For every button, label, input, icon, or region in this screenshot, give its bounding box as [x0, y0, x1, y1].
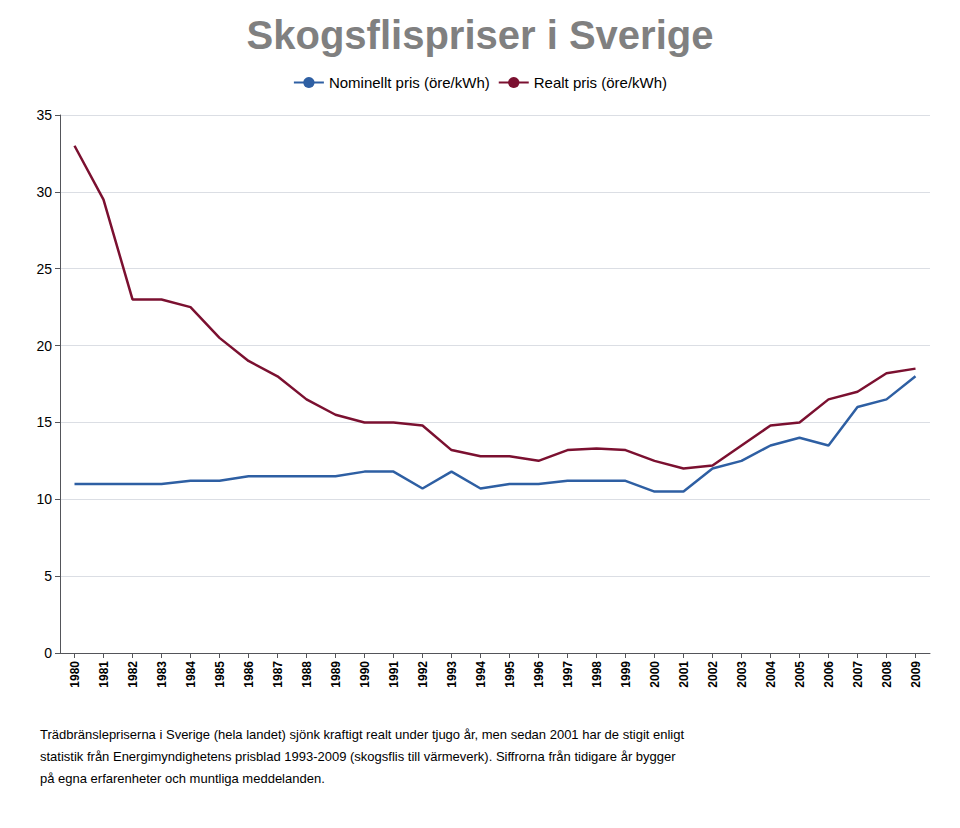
svg-text:2005: 2005: [793, 661, 807, 688]
svg-text:15: 15: [36, 414, 52, 430]
svg-text:2007: 2007: [851, 661, 865, 688]
svg-text:1986: 1986: [242, 661, 256, 688]
svg-text:1988: 1988: [300, 661, 314, 688]
svg-text:Nominellt pris (öre/kWh): Nominellt pris (öre/kWh): [329, 74, 490, 91]
svg-text:1990: 1990: [358, 661, 372, 688]
svg-text:1989: 1989: [329, 661, 343, 688]
svg-text:2001: 2001: [677, 661, 691, 688]
svg-text:2004: 2004: [764, 661, 778, 688]
svg-text:1995: 1995: [503, 661, 517, 688]
svg-text:1994: 1994: [474, 661, 488, 688]
svg-text:30: 30: [36, 184, 52, 200]
svg-text:1984: 1984: [184, 661, 198, 688]
svg-text:2008: 2008: [880, 661, 894, 688]
svg-text:1993: 1993: [445, 661, 459, 688]
svg-text:5: 5: [44, 568, 52, 584]
svg-text:1997: 1997: [561, 661, 575, 688]
svg-text:2002: 2002: [706, 661, 720, 688]
svg-text:25: 25: [36, 261, 52, 277]
svg-text:20: 20: [36, 338, 52, 354]
svg-text:Realt pris (öre/kWh): Realt pris (öre/kWh): [534, 74, 667, 91]
svg-text:2006: 2006: [822, 661, 836, 688]
svg-text:1983: 1983: [155, 661, 169, 688]
svg-text:statistik från Energimyndighet: statistik från Energimyndighetens prisbl…: [40, 749, 676, 764]
svg-text:2009: 2009: [909, 661, 923, 688]
svg-text:2000: 2000: [648, 661, 662, 688]
svg-text:1985: 1985: [213, 661, 227, 688]
svg-text:1980: 1980: [68, 661, 82, 688]
svg-text:på egna erfarenheter och muntl: på egna erfarenheter och muntliga meddel…: [40, 771, 325, 786]
svg-text:0: 0: [44, 645, 52, 661]
svg-text:1999: 1999: [619, 661, 633, 688]
svg-text:35: 35: [36, 107, 52, 123]
svg-text:1987: 1987: [271, 661, 285, 688]
svg-text:Skogsflispriser i Sverige: Skogsflispriser i Sverige: [247, 13, 714, 57]
svg-text:1996: 1996: [532, 661, 546, 688]
svg-text:1981: 1981: [97, 661, 111, 688]
svg-text:Trädbränslepriserna i Sverige: Trädbränslepriserna i Sverige (hela land…: [40, 727, 684, 742]
svg-text:10: 10: [36, 491, 52, 507]
svg-text:1991: 1991: [387, 661, 401, 688]
svg-text:1992: 1992: [416, 661, 430, 688]
svg-text:2003: 2003: [735, 661, 749, 688]
svg-text:1998: 1998: [590, 661, 604, 688]
svg-text:1982: 1982: [126, 661, 140, 688]
